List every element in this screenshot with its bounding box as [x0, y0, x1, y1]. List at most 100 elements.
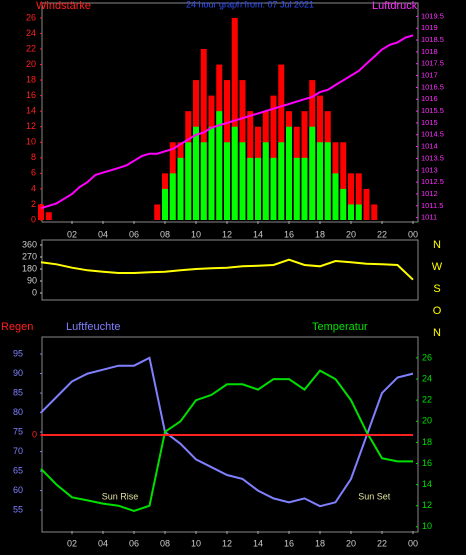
y-tick-label: 65 — [13, 465, 23, 475]
y-tick-label: 60 — [13, 485, 23, 495]
y-tick-label: 22 — [26, 43, 36, 53]
plot-frame — [41, 239, 419, 301]
x-tick-label: 02 — [67, 229, 77, 239]
bar — [200, 48, 207, 220]
bar — [45, 212, 52, 220]
bar — [169, 173, 176, 220]
y-tick-label: 16 — [26, 90, 36, 100]
y-tick-label: 75 — [13, 426, 23, 436]
y-tick-label: 1015.5 — [421, 106, 444, 115]
annotation: Sun Rise — [102, 491, 139, 501]
x-tick-label: 08 — [160, 538, 170, 548]
bar — [200, 142, 207, 220]
bar — [162, 188, 168, 220]
y-tick-label: 180 — [22, 263, 37, 273]
bar — [324, 142, 331, 220]
y-tick-label: 90 — [27, 275, 37, 285]
bar — [38, 204, 44, 220]
bar — [270, 157, 277, 220]
y-tick-label: 22 — [422, 395, 432, 405]
bar — [355, 204, 362, 220]
bar — [216, 111, 223, 220]
x-tick-label: 14 — [253, 229, 263, 239]
bar — [340, 188, 347, 220]
y-tick-label: 12 — [26, 121, 36, 131]
y-tick-label: 1017 — [421, 71, 438, 80]
y-tick-label: 18 — [422, 437, 432, 447]
x-tick-label: 12 — [222, 538, 232, 548]
bar — [371, 204, 378, 220]
direction-label: N — [433, 239, 441, 251]
y-tick-label: 12 — [422, 500, 432, 510]
y-tick-label: 1013.5 — [421, 153, 444, 162]
data-line — [40, 356, 414, 508]
data-line — [40, 369, 413, 513]
y-tick-label: 1015 — [421, 118, 438, 127]
x-tick-label: 20 — [346, 538, 356, 548]
x-tick-label: 18 — [315, 538, 325, 548]
bar — [317, 142, 323, 220]
axis-label: Windstärke — [36, 0, 91, 12]
bar — [301, 157, 308, 220]
x-tick-label: 04 — [98, 538, 108, 548]
bar — [239, 142, 246, 220]
plot-frame — [41, 2, 419, 223]
bar — [309, 126, 316, 220]
x-tick-label: 16 — [284, 538, 294, 548]
bar — [348, 204, 354, 220]
y-tick-label: 16 — [422, 458, 432, 468]
y-tick-label: 1014 — [421, 142, 438, 151]
y-tick-label: 360 — [22, 239, 37, 249]
y-tick-label: 95 — [13, 348, 23, 358]
bar — [255, 157, 261, 220]
y-tick-label: 1016.5 — [421, 82, 444, 91]
bar — [293, 157, 300, 220]
y-tick-label: 0 — [31, 214, 36, 224]
bar — [278, 142, 285, 220]
y-tick-label: 26 — [422, 352, 432, 362]
x-tick-label: 06 — [129, 538, 139, 548]
y-tick-label: 8 — [31, 152, 36, 162]
y-tick-label: 1018.5 — [421, 35, 444, 44]
y-tick-label: 1018 — [421, 47, 438, 56]
bar — [208, 126, 215, 220]
y-tick-label: 0 — [32, 429, 37, 439]
y-tick-label: 1013 — [421, 165, 438, 174]
x-tick-label: 12 — [222, 229, 232, 239]
y-tick-label: 14 — [26, 106, 36, 116]
direction-label: S — [433, 283, 440, 295]
y-tick-label: 1016 — [421, 94, 438, 103]
y-tick-label: 24 — [26, 28, 36, 38]
x-tick-label: 22 — [377, 538, 387, 548]
annotation: Sun Set — [358, 491, 391, 501]
y-tick-label: 1012.5 — [421, 177, 444, 186]
direction-label: O — [433, 305, 442, 317]
x-tick-label: 18 — [315, 229, 325, 239]
x-tick-label: 10 — [191, 229, 201, 239]
y-tick-label: 55 — [13, 504, 23, 514]
bar — [355, 173, 362, 220]
axis-label: Temperatur — [312, 321, 368, 333]
axis-label: Regen — [1, 321, 33, 333]
bar — [363, 188, 370, 220]
y-tick-label: 20 — [422, 416, 432, 426]
data-line — [40, 258, 414, 281]
x-tick-label: 06 — [129, 229, 139, 239]
axis-label: Luftdruck — [372, 0, 418, 12]
x-tick-label: 02 — [67, 538, 77, 548]
y-tick-label: 6 — [31, 168, 36, 178]
y-tick-label: 24 — [422, 373, 432, 383]
y-tick-label: 2 — [31, 199, 36, 209]
bar — [231, 126, 238, 220]
bar — [193, 126, 199, 220]
y-tick-label: 1019.5 — [421, 11, 444, 20]
y-tick-label: 80 — [13, 407, 23, 417]
x-tick-label: 04 — [98, 229, 108, 239]
y-tick-label: 20 — [26, 59, 36, 69]
bar — [247, 157, 254, 220]
bar — [231, 17, 238, 220]
y-tick-label: 85 — [13, 387, 23, 397]
bar — [340, 142, 347, 220]
x-tick-label: 00 — [408, 229, 418, 239]
x-tick-label: 16 — [284, 229, 294, 239]
